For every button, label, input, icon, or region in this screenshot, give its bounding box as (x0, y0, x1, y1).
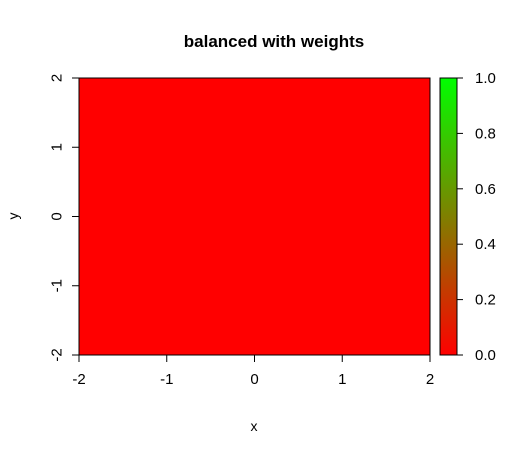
colorbar-tick-label: 0.4 (475, 236, 496, 253)
y-tick-label: 1 (49, 143, 66, 151)
y-tick-label: 2 (49, 74, 66, 82)
x-tick-label: -2 (72, 371, 85, 388)
y-tick-label: 0 (49, 212, 66, 220)
y-tick-label: -2 (49, 348, 66, 361)
x-tick-label: 2 (426, 371, 434, 388)
y-tick-label: -1 (49, 279, 66, 292)
colorbar (439, 77, 458, 356)
x-tick-label: -1 (160, 371, 173, 388)
heatmap-cell (79, 78, 430, 355)
chart-title: balanced with weights (184, 32, 364, 51)
colorbar-tick-label: 0.0 (475, 347, 496, 364)
x-axis-label: x (251, 418, 258, 434)
colorbar-tick-label: 0.6 (475, 181, 496, 198)
colorbar-tick-label: 1.0 (475, 70, 496, 87)
colorbar-tick-label: 0.2 (475, 292, 496, 309)
y-axis-label: y (5, 213, 21, 220)
x-tick-label: 1 (338, 371, 346, 388)
colorbar-tick-label: 0.8 (475, 125, 496, 142)
x-tick-label: 0 (250, 371, 258, 388)
